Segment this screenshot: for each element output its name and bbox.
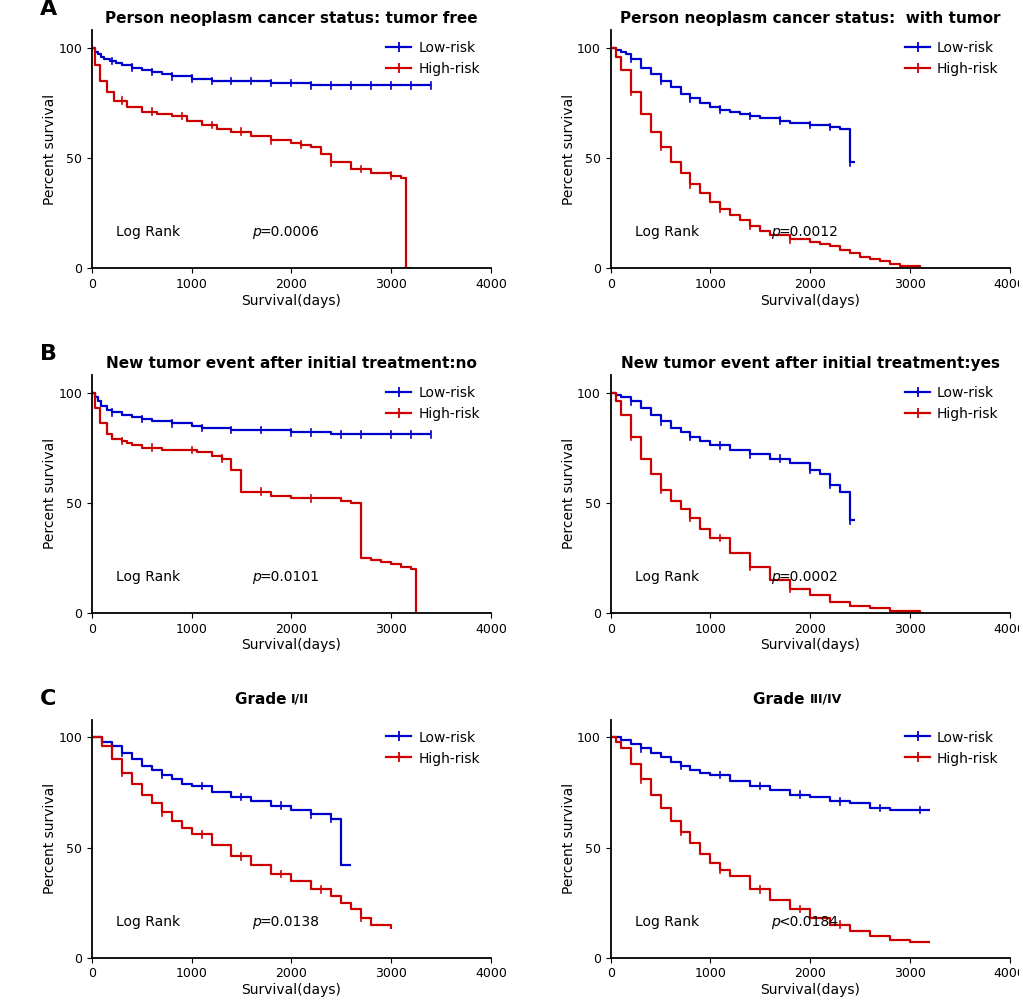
Text: <0.0184: <0.0184 xyxy=(777,915,838,928)
Title: Person neoplasm cancer status: tumor free: Person neoplasm cancer status: tumor fre… xyxy=(105,11,477,26)
Text: p: p xyxy=(770,570,780,584)
Y-axis label: Percent survival: Percent survival xyxy=(561,438,575,549)
Text: Grade: Grade xyxy=(234,691,291,707)
Text: p: p xyxy=(770,225,780,239)
Text: Log Rank: Log Rank xyxy=(634,225,702,239)
X-axis label: Survival(days): Survival(days) xyxy=(242,983,341,997)
Title: Person neoplasm cancer status:  with tumor: Person neoplasm cancer status: with tumo… xyxy=(620,11,1000,26)
Legend: Low-risk, High-risk: Low-risk, High-risk xyxy=(900,727,1002,770)
Text: Log Rank: Log Rank xyxy=(115,915,184,928)
Y-axis label: Percent survival: Percent survival xyxy=(43,438,57,549)
Text: p: p xyxy=(252,225,261,239)
Text: B: B xyxy=(40,344,57,364)
Legend: Low-risk, High-risk: Low-risk, High-risk xyxy=(382,382,483,425)
Text: p: p xyxy=(252,915,261,928)
Y-axis label: Percent survival: Percent survival xyxy=(561,783,575,894)
Text: C: C xyxy=(40,688,56,709)
Text: Log Rank: Log Rank xyxy=(634,570,702,584)
Text: Log Rank: Log Rank xyxy=(115,225,184,239)
Text: Grade: Grade xyxy=(753,691,809,707)
Text: III/IV: III/IV xyxy=(809,692,842,706)
Text: Log Rank: Log Rank xyxy=(634,915,702,928)
Text: =0.0138: =0.0138 xyxy=(259,915,319,928)
Text: =0.0006: =0.0006 xyxy=(259,225,319,239)
Text: Log Rank: Log Rank xyxy=(115,570,184,584)
Text: p: p xyxy=(770,915,780,928)
X-axis label: Survival(days): Survival(days) xyxy=(759,638,859,652)
Legend: Low-risk, High-risk: Low-risk, High-risk xyxy=(900,37,1002,81)
X-axis label: Survival(days): Survival(days) xyxy=(242,638,341,652)
Legend: Low-risk, High-risk: Low-risk, High-risk xyxy=(382,37,483,81)
Text: =0.0002: =0.0002 xyxy=(777,570,838,584)
Text: =0.0101: =0.0101 xyxy=(259,570,319,584)
Text: p: p xyxy=(252,570,261,584)
Text: =0.0012: =0.0012 xyxy=(777,225,838,239)
Y-axis label: Percent survival: Percent survival xyxy=(43,94,57,205)
Y-axis label: Percent survival: Percent survival xyxy=(561,94,575,205)
Y-axis label: Percent survival: Percent survival xyxy=(43,783,57,894)
Text: A: A xyxy=(40,0,57,19)
Title: New tumor event after initial treatment:yes: New tumor event after initial treatment:… xyxy=(621,356,999,371)
Title: New tumor event after initial treatment:no: New tumor event after initial treatment:… xyxy=(106,356,476,371)
X-axis label: Survival(days): Survival(days) xyxy=(759,293,859,307)
Legend: Low-risk, High-risk: Low-risk, High-risk xyxy=(900,382,1002,425)
Legend: Low-risk, High-risk: Low-risk, High-risk xyxy=(382,727,483,770)
X-axis label: Survival(days): Survival(days) xyxy=(759,983,859,997)
Text: I/II: I/II xyxy=(291,692,309,706)
X-axis label: Survival(days): Survival(days) xyxy=(242,293,341,307)
